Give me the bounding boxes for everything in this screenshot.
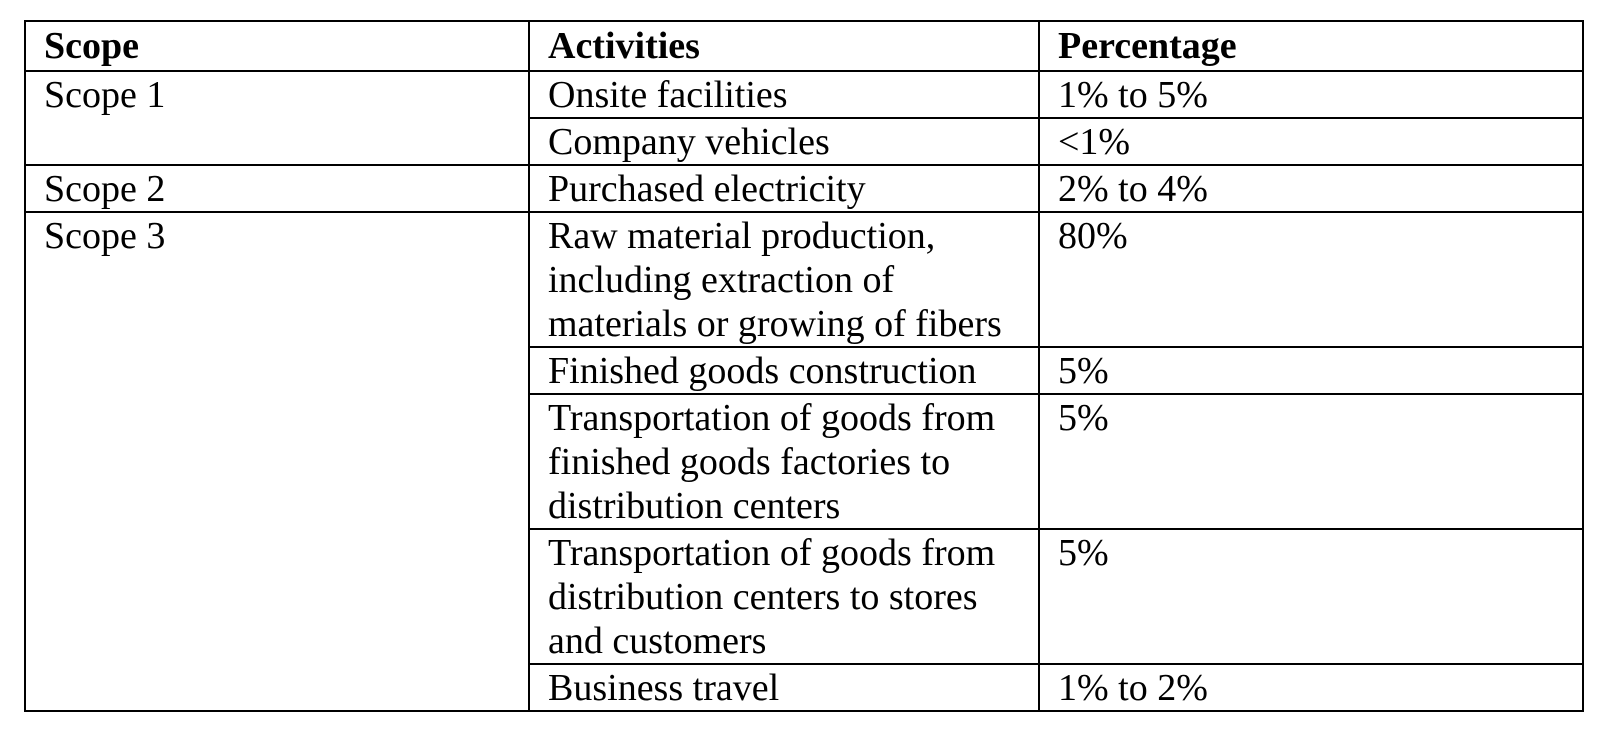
activity-cell: Onsite facilities [528, 70, 1040, 119]
activity-cell: Company vehicles [528, 117, 1040, 166]
percentage-cell: 5% [1038, 528, 1584, 665]
activity-cell: Purchased electricity [528, 164, 1040, 213]
table-row: Scope 2 Purchased electricity 2% to 4% [24, 164, 1584, 213]
table-row: Company vehicles <1% [25, 117, 1584, 166]
header-percentage: Percentage [1038, 20, 1584, 72]
activity-cell: Transportation of goods from finished go… [528, 393, 1040, 530]
percentage-cell: 2% to 4% [1038, 164, 1584, 213]
table-row: Finished goods construction 5% [25, 346, 1584, 395]
percentage-cell: <1% [1038, 117, 1584, 166]
header-activities: Activities [528, 20, 1040, 72]
scope-emissions-table: Scope Activities Percentage Scope 1 Onsi… [24, 20, 1584, 712]
activity-cell: Raw material production, including extra… [528, 211, 1040, 348]
percentage-cell: 1% to 5% [1038, 70, 1584, 119]
table-row: Transportation of goods from distributio… [25, 528, 1584, 665]
percentage-cell: 80% [1038, 211, 1584, 348]
table-row: Scope 1 Onsite facilities 1% to 5% [24, 70, 1584, 166]
scope-cell: Scope 2 [24, 164, 530, 213]
table-row: Scope 3 Raw material production, includi… [24, 211, 1584, 712]
table-header-row: Scope Activities Percentage [24, 20, 1584, 72]
activity-cell: Finished goods construction [528, 346, 1040, 395]
activity-cell: Transportation of goods from distributio… [528, 528, 1040, 665]
percentage-cell: 1% to 2% [1038, 663, 1584, 712]
percentage-cell: 5% [1038, 346, 1584, 395]
scope-cell: Scope 3 [24, 211, 530, 712]
table-row: Business travel 1% to 2% [25, 663, 1584, 712]
scope-cell: Scope 1 [24, 70, 530, 166]
table-row: Transportation of goods from finished go… [25, 393, 1584, 530]
activity-cell: Business travel [528, 663, 1040, 712]
header-scope: Scope [24, 20, 530, 72]
percentage-cell: 5% [1038, 393, 1584, 530]
